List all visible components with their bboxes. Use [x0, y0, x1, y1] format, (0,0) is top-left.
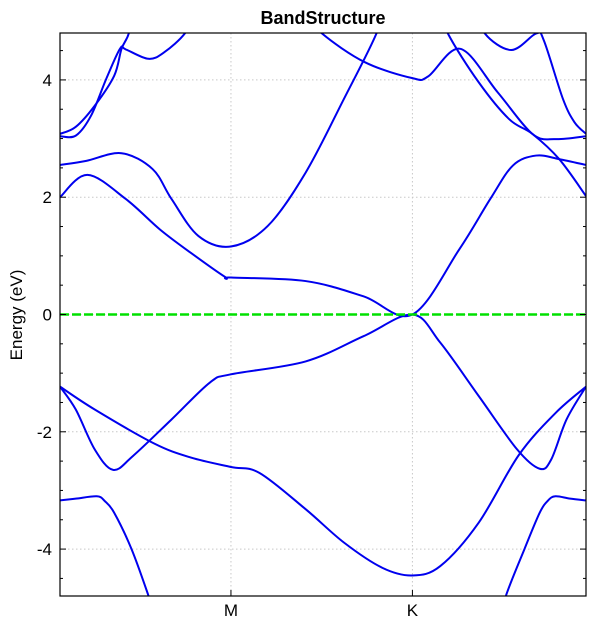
chart-title: BandStructure	[260, 8, 385, 28]
band-line	[60, 33, 187, 139]
band-line	[60, 154, 586, 318]
y-tick-label: 2	[43, 188, 52, 207]
y-axis-label: Energy (eV)	[7, 270, 26, 361]
x-tick-label: M	[224, 601, 238, 620]
band-line	[60, 33, 130, 135]
x-tick-label: K	[407, 601, 419, 620]
band-line	[483, 33, 586, 135]
y-tick-label: -4	[37, 540, 52, 559]
band-line	[60, 385, 586, 577]
y-tick-label: -2	[37, 423, 52, 442]
band-line	[319, 33, 586, 141]
y-tick-label: 4	[43, 71, 52, 90]
ticks: -4 -2 0 2 4 M K	[37, 50, 586, 620]
band-line	[60, 33, 378, 248]
band-line	[60, 313, 586, 471]
band-line	[504, 495, 586, 596]
band-line	[446, 33, 586, 197]
bands	[60, 33, 586, 596]
band-line	[60, 495, 150, 596]
y-tick-label: 0	[43, 306, 52, 325]
